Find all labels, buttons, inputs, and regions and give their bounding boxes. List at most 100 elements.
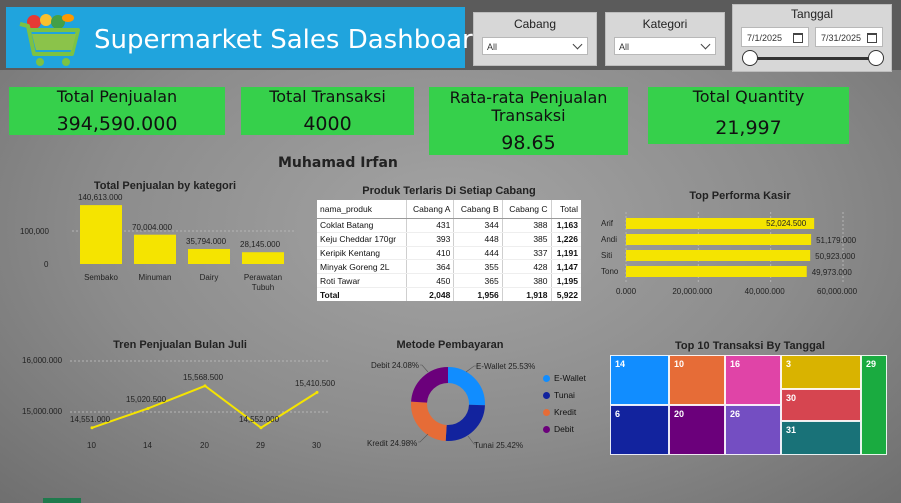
treemap-tile-label: 31: [786, 425, 797, 435]
tanggal-slicer-label: Tanggal: [790, 7, 834, 21]
bar: [626, 234, 812, 245]
column-header[interactable]: Cabang C: [501, 200, 552, 219]
cabang-dropdown[interactable]: All: [482, 37, 588, 55]
column-header[interactable]: Total: [550, 200, 581, 219]
legend-label: Tunai: [554, 390, 575, 400]
table-row[interactable]: Coklat Batang 431 344 388 1,163: [317, 218, 581, 233]
y-tick-label: 100,000: [20, 227, 49, 236]
end-date-handle[interactable]: [868, 50, 884, 66]
chart-title: Top Performa Kasir: [689, 190, 791, 202]
x-tick-label: Minuman: [138, 273, 172, 282]
kpi-total-quantity: Total Quantity 21,997: [648, 87, 849, 144]
column-header[interactable]: Cabang A: [405, 200, 454, 219]
legend-item[interactable]: E-Wallet: [543, 373, 586, 383]
kpi-total-penjualan: Total Penjualan 394,590.000: [9, 87, 225, 135]
table-cell: Coklat Batang: [317, 218, 407, 233]
legend-item[interactable]: Tunai: [543, 390, 575, 400]
x-tick-label: 20,000.000: [672, 287, 713, 296]
start-date-handle[interactable]: [742, 50, 758, 66]
y-tick-label: 15,000.000: [22, 407, 63, 416]
donut-slice: [411, 367, 485, 441]
x-tick-label: 30: [312, 441, 321, 450]
treemap-tile[interactable]: 3: [781, 355, 861, 389]
treemap-tile[interactable]: 26: [725, 405, 781, 455]
table-cell: 393: [405, 232, 454, 247]
table-row[interactable]: Keju Cheddar 170gr 393 448 385 1,226: [317, 232, 581, 247]
bar-value-label: 35,794.000: [186, 237, 227, 246]
y-tick-label: Siti: [601, 251, 613, 260]
chart-title: Total Penjualan by kategori: [93, 180, 237, 192]
table-total-cell: 1,918: [501, 287, 552, 301]
treemap-tile-label: 30: [786, 393, 797, 403]
treemap-tile-label: 6: [615, 409, 621, 419]
bar-value-label: 49,973.000: [811, 268, 852, 277]
bar-value-label: 52,024.500: [766, 219, 807, 228]
kpi-label: Total Quantity: [692, 87, 805, 106]
table-cell: 410: [405, 246, 454, 261]
treemap-tile[interactable]: 29: [861, 355, 887, 455]
legend-item[interactable]: Kredit: [543, 407, 576, 417]
bar: [134, 234, 176, 264]
kpi-value: 394,590.000: [56, 113, 178, 135]
calendar-icon[interactable]: [867, 33, 877, 43]
x-tick-label: 29: [256, 441, 265, 450]
treemap-tile[interactable]: 31: [781, 421, 861, 455]
bar: [626, 250, 811, 261]
start-date-input[interactable]: 7/1/2025: [741, 27, 809, 47]
kpi-rata-rata-penjualan: Rata-rata Penjualan Transaksi 98.65: [429, 87, 628, 155]
treemap-tile-label: 14: [615, 359, 626, 369]
data-point: [203, 384, 207, 388]
table-total-cell: 5,922: [550, 287, 581, 301]
legend-dot-icon: [543, 375, 550, 382]
table-cell: 428: [501, 259, 552, 275]
table-cell: 364: [405, 259, 454, 275]
column-header[interactable]: nama_produk: [317, 200, 407, 219]
treemap-tile[interactable]: 6: [610, 405, 669, 455]
bar: [626, 266, 807, 277]
table-row[interactable]: Keripik Kentang 410 444 337 1,191: [317, 246, 581, 261]
leader-line: [420, 364, 429, 373]
end-date-input[interactable]: 7/31/2025: [815, 27, 883, 47]
legend-label: Kredit: [554, 407, 577, 417]
table-row[interactable]: Minyak Goreng 2L 364 355 428 1,147: [317, 259, 581, 275]
bar: [626, 218, 815, 229]
calendar-icon[interactable]: [793, 33, 803, 43]
kpi-total-transaksi: Total Transaksi 4000: [241, 87, 414, 135]
treemap-tile[interactable]: 16: [725, 355, 781, 405]
kpi-value: 21,997: [715, 117, 782, 139]
treemap-tile[interactable]: 10: [669, 355, 725, 405]
table-title: Produk Terlaris Di Setiap Cabang: [362, 185, 536, 197]
column-header[interactable]: Cabang B: [453, 200, 503, 219]
slice-label: Tunai 25.42%: [474, 441, 524, 450]
treemap-tile-label: 3: [786, 359, 792, 369]
kategori-slicer-label: Kategori: [642, 17, 688, 31]
y-tick-label: Tono: [601, 267, 619, 276]
slice-label: Debit 24.08%: [371, 361, 420, 370]
kategori-dropdown[interactable]: All: [614, 37, 716, 55]
x-tick-label: 20: [200, 441, 209, 450]
treemap-tile[interactable]: 14: [610, 355, 669, 405]
bar-value-label: 70,004.000: [132, 222, 173, 232]
bar-value-label: 50,923.000: [815, 252, 856, 261]
treemap-tile[interactable]: 30: [781, 389, 861, 421]
page-tab-indicator[interactable]: [43, 498, 81, 503]
x-tick-label: 14: [143, 441, 152, 450]
treemap-tile[interactable]: 20: [669, 405, 725, 455]
legend-label: E-Wallet: [554, 373, 586, 383]
table-total-cell: 2,048: [405, 287, 454, 301]
legend-item[interactable]: Debit: [543, 424, 574, 434]
cabang-dropdown-value: All: [487, 42, 498, 52]
kpi-value: 98.65: [501, 132, 556, 154]
treemap-tile-label: 29: [866, 359, 877, 369]
produk-terlaris-table: nama_produk Cabang A Cabang B Cabang C T…: [317, 200, 581, 301]
chart-title: Metode Pembayaran: [396, 339, 504, 351]
table-total-cell: 1,956: [453, 287, 503, 301]
shopping-cart-icon: [19, 14, 80, 66]
kategori-dropdown-value: All: [619, 42, 630, 52]
leader-line: [465, 365, 478, 373]
bar-value-label: 51,179.000: [816, 236, 857, 245]
